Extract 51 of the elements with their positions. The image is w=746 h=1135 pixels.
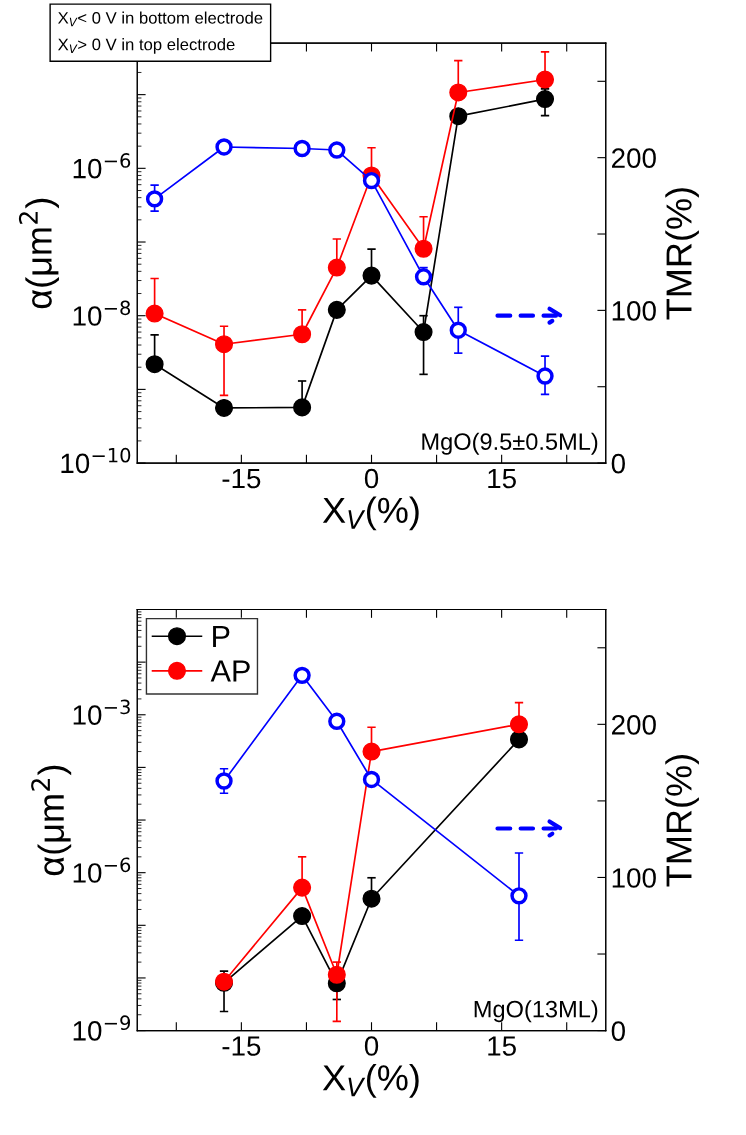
point (145, 355, 164, 374)
point (362, 889, 381, 908)
point (293, 878, 312, 897)
legend-label: P (213, 625, 230, 647)
x-axis-title: X$_{V}$(%) (322, 496, 419, 531)
point (293, 398, 312, 417)
annotation: MgO(13ML) (474, 1000, 598, 1023)
point (327, 965, 346, 984)
y-tick-label: 10$^{−6}$ (73, 857, 131, 883)
text: X$_{V}$< 0 V in bottom electrode (58, 11, 263, 27)
y-axis-title: α(μm$^{2}$) (31, 765, 72, 876)
x-axis-title: X$_{V}$(%) (322, 1064, 419, 1098)
y2-axis-title: TMR(%) (665, 188, 699, 320)
y2-tick-label: 0 (611, 453, 625, 474)
y2-tick-label: 0 (611, 1021, 625, 1041)
y-axis-title: α(μm$^{2}$) (18, 198, 59, 309)
point (293, 907, 312, 926)
y-tick-label: 10$^{−8}$ (73, 300, 131, 326)
legend-label: AP (210, 660, 250, 682)
y-tick-label: 10$^{−10}$ (61, 447, 131, 474)
point (535, 90, 555, 109)
point (362, 266, 381, 285)
point (535, 70, 555, 89)
x-tick-label: 15 (488, 1036, 516, 1056)
y2-tick-label: 200 (612, 148, 656, 168)
y-tick-label: 10$^{−3}$ (73, 699, 130, 725)
point (327, 258, 346, 277)
y2-tick-label: 200 (612, 715, 656, 735)
x-tick-label: -15 (222, 468, 261, 489)
point (509, 730, 529, 749)
x-tick-label: -15 (222, 1036, 261, 1056)
x-tick-label: 0 (364, 468, 379, 489)
point (327, 300, 346, 319)
point (362, 742, 381, 761)
point (145, 304, 164, 323)
point (414, 323, 433, 342)
x-tick-label: 0 (364, 1036, 379, 1056)
point (509, 715, 529, 734)
y2-tick-label: 100 (612, 301, 656, 321)
y2-tick-label: 100 (612, 868, 656, 888)
point (293, 325, 312, 344)
x-tick-label: 15 (488, 468, 516, 489)
annotation: X$_{V}$> 0 V in top electrode (58, 38, 235, 54)
y2-axis-title: TMR(%) (665, 755, 699, 887)
point (414, 239, 433, 258)
y-tick-label: 10$^{−9}$ (73, 1015, 131, 1041)
annotation: MgO(9.5±0.5ML) (422, 432, 598, 455)
point (449, 83, 468, 102)
point (214, 398, 234, 417)
y-tick-label: 10$^{−6}$ (73, 153, 131, 179)
point (214, 335, 234, 354)
